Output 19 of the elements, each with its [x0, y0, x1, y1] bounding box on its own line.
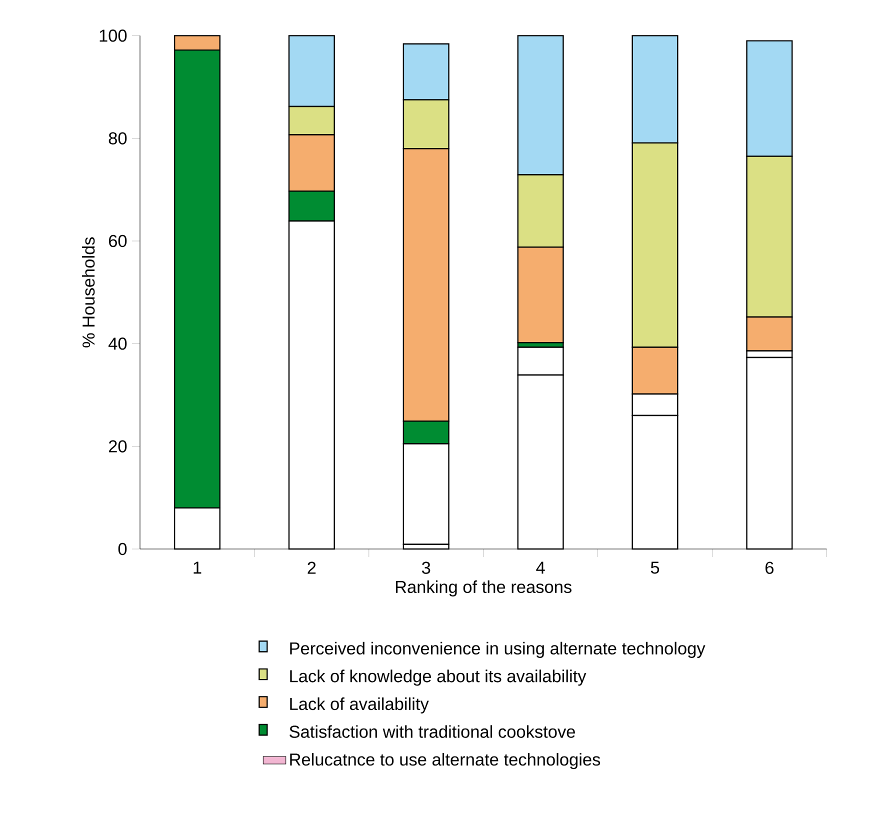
x-tick-label: 4: [536, 562, 545, 574]
x-tick-label: 2: [308, 562, 316, 574]
y-tick-label: 40: [108, 338, 127, 350]
y-tick-label: 80: [108, 132, 127, 144]
legend-label: Satisfaction with traditional cookstove: [290, 725, 575, 738]
x-tick-label: 5: [650, 562, 660, 574]
legend-label: Lack of knowledge about its availability: [290, 670, 586, 686]
x-tick-label: 1: [194, 562, 202, 574]
x-tick-label: 3: [422, 562, 430, 574]
x-axis-title: Ranking of the reasons: [396, 580, 572, 596]
legend-label: Relucatnce to use alternate technologies: [290, 752, 600, 770]
y-tick-label: 0: [118, 542, 127, 556]
y-tick-label: 20: [108, 440, 127, 452]
legend-label: Perceived inconvenience in using alternate technology: [290, 642, 706, 658]
y-tick-label: 100: [100, 30, 127, 42]
x-tick-label: 6: [766, 562, 774, 574]
y-axis-title: % Households: [82, 237, 95, 348]
y-tick-label: 60: [108, 234, 127, 248]
legend-label: Lack of availability: [290, 697, 429, 714]
